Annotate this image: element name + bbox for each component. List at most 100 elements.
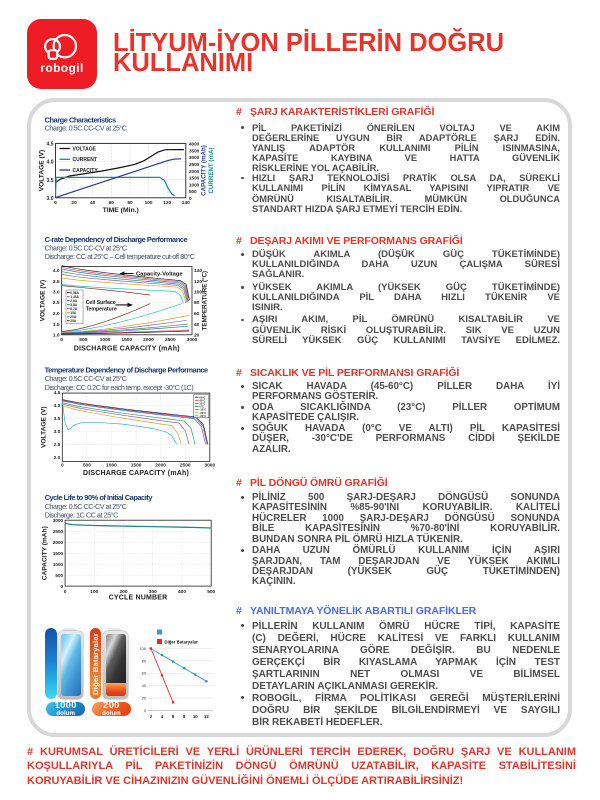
svg-text:1000: 1000 [106,462,117,468]
svg-text:VOLTAGE: VOLTAGE [73,146,97,152]
svg-text:1000: 1000 [100,337,111,343]
svg-text:1500: 1500 [121,337,132,343]
svg-text:2000: 2000 [143,337,154,343]
svg-text:1.5: 1.5 [53,322,60,328]
svg-text:2.5: 2.5 [53,300,60,306]
svg-text:120: 120 [163,200,171,206]
svg-text:100: 100 [194,290,202,296]
svg-text:2500: 2500 [189,162,200,167]
svg-text:20: 20 [194,333,200,339]
svg-text:8,7A: 8,7A [70,307,77,311]
svg-text:2.0: 2.0 [54,455,61,461]
svg-text:Charge: 0.5C CC-CV at 25°C: Charge: 0.5C CC-CV at 25°C [45,124,127,133]
svg-text:3000: 3000 [187,337,198,343]
svg-text:3.0: 3.0 [54,429,61,435]
svg-text:Charge: 0.5C CC-CV at 25°C: Charge: 0.5C CC-CV at 25°C [45,374,127,383]
svg-text:45°C: 45°C [199,398,205,402]
svg-text:0: 0 [60,337,63,343]
svg-text:Discharge: 1C CC at 25°C: Discharge: 1C CC at 25°C [45,511,118,520]
svg-text:Charge: 0.5C CC-CV at 25°C: Charge: 0.5C CC-CV at 25°C [45,502,127,511]
svg-text:12: 12 [204,714,209,719]
svg-text:4000: 4000 [189,142,200,147]
svg-text:Charge Characteristics: Charge Characteristics [45,115,116,124]
svg-text:1500: 1500 [189,176,200,181]
svg-text:4.0: 4.0 [54,403,61,409]
svg-text:Cycle Life to 90% of Initial C: Cycle Life to 90% of Initial Capacity [45,493,154,502]
svg-text:300: 300 [149,589,157,595]
svg-text:140: 140 [194,268,202,274]
svg-text:Temperature: Temperature [86,307,117,313]
svg-text:1.0: 1.0 [53,333,60,339]
svg-text:60: 60 [194,311,200,317]
svg-text:500: 500 [207,589,215,595]
svg-text:VOLTAGE (V): VOLTAGE (V) [40,280,47,322]
svg-text:8: 8 [183,714,186,719]
svg-text:500: 500 [83,462,91,468]
svg-text:2000: 2000 [155,462,166,468]
svg-text:3500: 3500 [189,148,200,153]
svg-text:80: 80 [142,658,147,663]
svg-text:TEMPERATURE (°C): TEMPERATURE (°C) [202,271,209,330]
svg-text:80: 80 [194,300,200,306]
svg-text:40: 40 [90,200,96,206]
svg-text:25°C: 25°C [199,402,205,406]
svg-text:DISCHARGE CAPACITY (mAh): DISCHARGE CAPACITY (mAh) [83,470,189,477]
svg-text:0: 0 [189,196,192,201]
svg-text:3.0: 3.0 [47,196,54,202]
svg-text:-10°C: -10°C [199,408,206,412]
svg-text:3.5: 3.5 [47,178,54,184]
svg-text:2.0: 2.0 [53,311,60,317]
svg-text:3000: 3000 [204,462,215,468]
svg-text:1000: 1000 [189,182,200,187]
svg-text:Discharge: CC at 25°C – Cell t: Discharge: CC at 25°C – Cell temperature… [45,252,195,261]
svg-text:80: 80 [127,200,133,206]
svg-text:6: 6 [172,714,175,719]
svg-text:CURRENT: CURRENT [73,157,97,163]
svg-text:Temperature Dependency of Disc: Temperature Dependency of Discharge Perf… [45,365,208,374]
svg-text:CAPACITY: CAPACITY [73,168,99,174]
svg-text:CAPACITY (mAh): CAPACITY (mAh) [42,526,49,580]
svg-text:0: 0 [61,462,64,468]
svg-text:4.5: 4.5 [47,142,54,148]
svg-text:20: 20 [142,696,147,701]
svg-text:3.0: 3.0 [53,290,60,296]
svg-text:C-rate Dependency of Discharge: C-rate Dependency of Discharge Performan… [45,235,188,244]
svg-text:4: 4 [161,714,164,719]
svg-text:VOLTAGE (V): VOLTAGE (V) [39,150,46,192]
svg-text:-30°C: -30°C [199,414,206,418]
svg-text:25A: 25A [70,319,77,323]
svg-text:3.5: 3.5 [54,416,61,422]
svg-text:4.0: 4.0 [47,160,54,166]
svg-text:100: 100 [140,646,147,651]
svg-text:Diğer Bataryalar: Diğer Bataryalar [165,639,199,644]
svg-text:15A: 15A [70,311,77,315]
svg-text:2500: 2500 [53,529,64,534]
svg-text:Charge: 0.5C CC-CV at 25°C: Charge: 0.5C CC-CV at 25°C [45,243,127,252]
svg-text:4.0: 4.0 [53,268,60,274]
svg-text:20: 20 [71,200,77,206]
svg-text:robogil: robogil [40,61,83,75]
svg-text:2500: 2500 [165,337,176,343]
svg-text:-20°C: -20°C [199,411,206,415]
svg-text:2.5: 2.5 [54,442,61,448]
svg-text:1500: 1500 [53,551,64,556]
svg-text:CAPACITY (mAh): CAPACITY (mAh) [201,145,208,196]
svg-text:0: 0 [54,200,57,206]
svg-text:0°C: 0°C [199,405,204,409]
svg-text:120: 120 [194,279,202,285]
svg-text:1500: 1500 [131,462,142,468]
svg-text:500: 500 [55,573,63,578]
svg-text:100: 100 [90,589,98,595]
svg-text:40: 40 [194,322,200,328]
svg-text:60°C: 60°C [199,395,205,399]
svg-text:0: 0 [144,708,147,713]
svg-text:CYCLE NUMBER: CYCLE NUMBER [109,594,168,601]
svg-text:2000: 2000 [53,540,64,545]
svg-text:4.5: 4.5 [54,390,61,396]
svg-text:1000: 1000 [53,562,64,567]
svg-text:TIME (Min.): TIME (Min.) [103,207,139,214]
svg-text:5,8A: 5,8A [70,303,77,307]
svg-text:CURRENT (mA): CURRENT (mA) [208,147,215,193]
svg-text:500: 500 [189,189,197,194]
svg-text:VOLTAGE (V): VOLTAGE (V) [41,406,48,448]
